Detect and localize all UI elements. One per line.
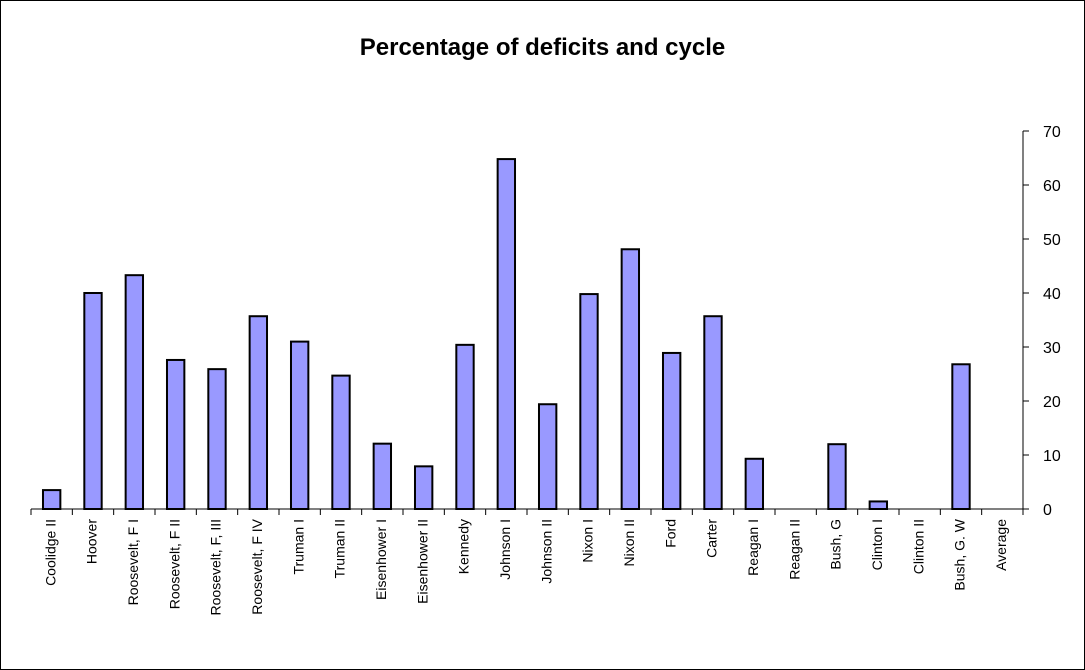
bar-roosevelt-f-ii: [165, 358, 186, 510]
y-tick-label: 60: [1043, 178, 1061, 195]
bars-layer: [41, 158, 971, 511]
category-label: Eisenhower II: [414, 519, 430, 604]
y-tick-label: 70: [1043, 124, 1061, 141]
bar-coolidge-ii: [41, 489, 62, 511]
bar-eisenhower-ii: [413, 465, 434, 510]
category-label: Nixon I: [580, 519, 596, 563]
category-label: Ford: [662, 519, 678, 548]
category-label: Truman II: [332, 519, 348, 578]
axis-layer: [30, 130, 1029, 515]
category-label: Eisenhower I: [373, 519, 389, 600]
bar-truman-ii: [331, 374, 351, 510]
y-tick-label: 20: [1043, 394, 1061, 411]
category-label: Clinton I: [869, 519, 885, 570]
category-label: Truman I: [290, 519, 306, 575]
bar-bush-g-w: [951, 363, 971, 510]
bar-roosevelt-f-i: [124, 274, 145, 510]
y-tick-label: 0: [1043, 502, 1052, 519]
category-label: Nixon II: [621, 519, 637, 566]
bar-clinton-i: [868, 500, 889, 511]
bar-hoover: [83, 292, 103, 510]
bar-roosevelt-f-iv: [248, 315, 269, 510]
bar-reagan-i: [744, 457, 765, 510]
category-label: Clinton II: [910, 519, 926, 574]
bar-ford: [661, 351, 682, 510]
bar-truman-i: [289, 340, 310, 510]
category-label: Reagan I: [745, 519, 761, 576]
y-tick-label: 50: [1043, 232, 1061, 249]
category-label: Johnson II: [538, 519, 554, 584]
bar-roosevelt-f-iii: [207, 368, 227, 511]
category-label: Hoover: [84, 519, 100, 564]
bar-carter: [703, 315, 723, 510]
category-label: Roosevelt, F, III: [208, 519, 224, 615]
category-label: Bush, G: [828, 519, 844, 570]
category-label: Bush, G. W: [952, 518, 968, 590]
y-tick-label: 10: [1043, 448, 1061, 465]
labels-layer: 0 10 20 30 40 50 60 70 Coolidge II Hoover Roosevel…: [42, 124, 1061, 615]
bar-eisenhower-i: [372, 442, 393, 510]
bar-johnson-i: [496, 158, 517, 511]
category-label: Johnson I: [497, 519, 513, 580]
category-label: Roosevelt, F I: [125, 519, 141, 605]
category-label: Kennedy: [456, 519, 472, 574]
category-label: Coolidge II: [42, 519, 58, 586]
chart-title: Percentage of deficits and cycle: [359, 34, 726, 61]
y-tick-label: 30: [1043, 340, 1061, 357]
y-tick-label: 40: [1043, 286, 1061, 303]
bar-johnson-ii: [537, 403, 558, 510]
bar-nixon-ii: [620, 248, 641, 510]
bar-kennedy: [455, 343, 475, 510]
category-label: Roosevelt, F II: [166, 519, 182, 609]
category-label: Reagan II: [786, 519, 802, 580]
category-label: Carter: [704, 519, 720, 558]
category-label: Average: [993, 519, 1009, 571]
bar-nixon-i: [579, 293, 599, 510]
category-label: Roosevelt, F IV: [249, 518, 265, 614]
bar-bush-g: [827, 443, 847, 511]
